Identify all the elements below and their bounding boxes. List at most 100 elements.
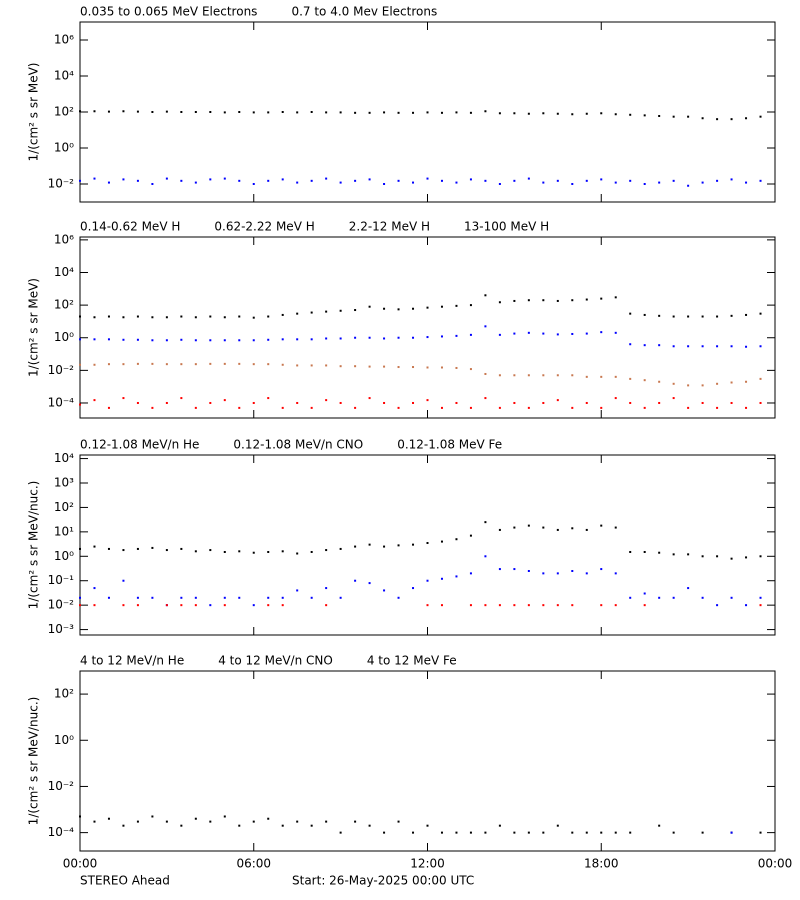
data-point (643, 183, 646, 185)
data-point (180, 363, 183, 366)
data-point (194, 817, 197, 820)
data-point (79, 179, 81, 182)
data-point (209, 362, 212, 365)
data-point (238, 111, 241, 113)
data-point (238, 550, 241, 553)
data-point (107, 181, 110, 184)
data-point (368, 305, 371, 308)
data-point (223, 316, 226, 319)
data-point (643, 344, 646, 347)
data-point (469, 333, 472, 336)
y-tick-label: 10² (54, 105, 74, 119)
data-point (397, 111, 400, 114)
data-point (629, 312, 632, 315)
data-point (687, 587, 690, 590)
data-point (180, 604, 183, 607)
data-point (267, 338, 270, 341)
data-point (542, 831, 545, 834)
data-point (716, 604, 719, 607)
data-point (440, 335, 443, 338)
data-point (527, 569, 530, 572)
data-point (93, 363, 96, 366)
data-point (354, 820, 357, 823)
data-point (136, 401, 139, 404)
data-point (469, 604, 472, 607)
data-point (339, 365, 342, 368)
data-point (469, 178, 472, 181)
data-point (223, 111, 226, 114)
y-tick-label: 10⁻⁴ (48, 825, 75, 839)
data-point (513, 568, 516, 571)
data-point (556, 179, 559, 182)
data-point (571, 406, 574, 409)
data-point (194, 181, 197, 184)
data-point (252, 604, 255, 607)
data-point (93, 338, 96, 341)
data-point (281, 338, 284, 341)
data-point (209, 820, 212, 823)
data-point (165, 363, 168, 366)
data-point (368, 397, 371, 400)
data-point (484, 372, 487, 375)
data-point (745, 313, 748, 316)
data-point (759, 604, 762, 607)
plot-frame (79, 454, 776, 636)
data-point (643, 406, 646, 409)
data-point (368, 178, 371, 181)
data-point (325, 820, 328, 823)
data-point (556, 112, 559, 115)
data-point (383, 831, 386, 834)
data-point (209, 604, 212, 607)
data-point (281, 596, 284, 599)
data-point (281, 363, 284, 366)
data-point (412, 307, 415, 310)
data-point (455, 575, 458, 578)
data-point (238, 824, 241, 827)
data-point (281, 824, 284, 827)
data-point (180, 397, 183, 400)
y-axis-label: 1/(cm² s sr MeV) (27, 278, 41, 377)
data-point (93, 545, 96, 548)
data-point (614, 604, 617, 607)
data-point (296, 338, 299, 341)
data-point (426, 177, 429, 180)
data-point (469, 111, 472, 114)
data-point (745, 604, 748, 607)
data-point (498, 406, 501, 409)
data-point (296, 181, 299, 184)
data-point (585, 179, 588, 182)
data-point (122, 363, 125, 366)
data-point (223, 815, 226, 818)
data-point (412, 831, 415, 834)
data-point (600, 331, 603, 334)
data-point (556, 604, 559, 607)
data-point (238, 596, 241, 599)
data-point (455, 401, 458, 404)
data-point (310, 406, 313, 409)
data-point (469, 304, 472, 307)
data-point (209, 401, 212, 404)
data-point (730, 557, 733, 560)
data-point (368, 365, 371, 368)
data-point (440, 366, 443, 369)
data-point (629, 596, 632, 599)
data-point (151, 183, 154, 185)
data-point (368, 336, 371, 339)
data-point (455, 111, 458, 114)
data-point (730, 401, 733, 404)
data-point (527, 604, 530, 607)
data-point (180, 824, 183, 827)
data-point (296, 364, 299, 367)
x-tick-label: 06:00 (236, 857, 271, 871)
data-point (79, 403, 81, 406)
data-point (136, 315, 139, 318)
data-point (658, 314, 661, 317)
data-point (484, 555, 487, 558)
data-point (658, 551, 661, 554)
data-point (600, 524, 603, 527)
data-point (151, 406, 154, 409)
data-point (629, 401, 632, 404)
y-tick-label: 10⁰ (54, 330, 74, 344)
data-point (151, 111, 154, 113)
data-point (672, 596, 675, 599)
